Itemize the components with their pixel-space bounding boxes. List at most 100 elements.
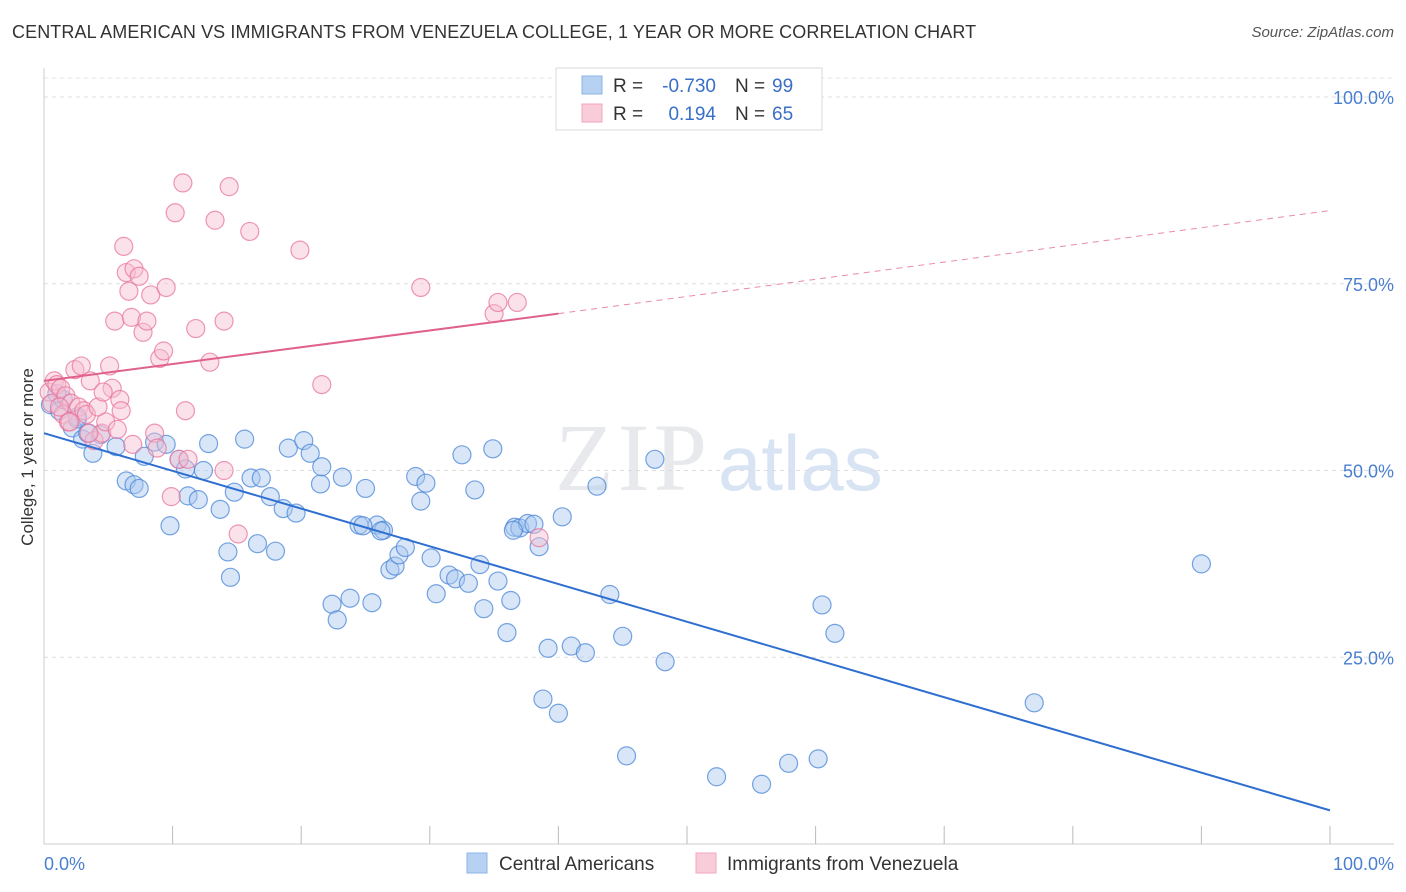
point-0-60 (458, 573, 478, 593)
point-0-74 (538, 638, 558, 658)
point-0-87 (778, 753, 799, 773)
point-0-90 (825, 623, 845, 643)
point-0-44 (355, 478, 376, 499)
point-0-41 (332, 467, 352, 487)
point-0-73 (533, 689, 553, 709)
point-0-18 (178, 486, 198, 506)
trendline-central-americans (43, 432, 1331, 812)
point-0-65 (488, 571, 508, 591)
point-1-57 (507, 292, 527, 313)
point-0-78 (575, 643, 596, 663)
point-1-11 (71, 356, 91, 376)
y-tick-label-50: 50.0% (1343, 462, 1394, 482)
point-0-79 (587, 476, 607, 496)
point-0-10 (124, 475, 144, 495)
point-0-88 (808, 749, 828, 769)
point-0-50 (389, 545, 409, 565)
series-points (39, 173, 1212, 794)
point-0-86 (751, 774, 772, 794)
point-1-42 (173, 173, 193, 193)
point-1-60 (60, 412, 80, 432)
point-0-75 (548, 703, 569, 723)
point-1-39 (161, 487, 181, 507)
point-1-25 (114, 236, 134, 256)
point-1-13 (76, 404, 97, 425)
point-1-54 (411, 277, 431, 298)
point-1-34 (144, 423, 165, 443)
point-0-31 (265, 541, 286, 561)
source-credit: Source: ZipAtlas.com (1251, 24, 1394, 41)
point-1-40 (165, 203, 185, 223)
y-tick-label-75: 75.0% (1343, 275, 1394, 295)
point-1-44 (178, 449, 198, 469)
point-0-26 (235, 429, 255, 449)
point-0-82 (616, 746, 637, 766)
point-0-84 (655, 652, 675, 672)
point-0-48 (380, 560, 400, 580)
point-1-21 (105, 311, 125, 331)
point-1-50 (228, 524, 248, 544)
legend-top: R = -0.730 N = 99 R = 0.194 N = 65 (555, 67, 823, 131)
y-tick-label-100: 100.0% (1333, 88, 1394, 108)
point-1-31 (133, 322, 153, 342)
point-0-66 (497, 622, 517, 643)
point-1-56 (488, 292, 508, 313)
point-0-91 (1024, 693, 1044, 713)
point-1-30 (129, 266, 149, 286)
point-0-36 (300, 443, 320, 463)
axes (43, 68, 1394, 845)
point-0-40 (327, 610, 347, 630)
point-0-56 (426, 584, 446, 604)
point-1-27 (119, 281, 139, 301)
point-0-24 (220, 567, 241, 587)
point-1-49 (219, 177, 239, 197)
legend-swatch-central (581, 75, 603, 95)
point-1-22 (107, 419, 127, 440)
point-0-37 (310, 474, 331, 494)
point-1-37 (153, 341, 174, 361)
trend-lines (43, 210, 1331, 812)
point-0-8 (106, 436, 126, 457)
point-1-38 (156, 277, 176, 298)
point-0-28 (247, 534, 268, 554)
point-0-19 (188, 490, 208, 510)
point-0-21 (199, 434, 219, 454)
point-0-81 (613, 626, 633, 646)
point-0-29 (251, 468, 271, 488)
point-0-25 (224, 482, 244, 502)
legend-n-label-2: N = (735, 104, 765, 125)
point-1-32 (137, 311, 157, 331)
point-0-42 (340, 588, 360, 608)
point-1-47 (205, 210, 225, 230)
point-0-61 (465, 480, 485, 500)
legend-r-label-1: R = (613, 76, 643, 97)
point-0-22 (210, 499, 230, 519)
point-0-27 (241, 468, 261, 488)
legend-r-value-1: -0.730 (662, 76, 716, 97)
legend-bottom-label-central: Central Americans (499, 854, 654, 875)
point-1-48 (214, 311, 234, 331)
legend-n-label-1: N = (735, 76, 765, 97)
point-0-85 (706, 767, 727, 787)
trendline-venezuela-extension (558, 210, 1331, 315)
series-venezuela (39, 173, 549, 548)
point-0-76 (552, 507, 572, 527)
point-0-58 (445, 569, 466, 589)
point-0-54 (416, 473, 436, 493)
point-0-53 (411, 491, 431, 511)
watermark-atlas: atlas (718, 419, 883, 507)
point-0-55 (421, 548, 441, 568)
point-1-18 (96, 412, 116, 432)
point-0-89 (812, 595, 832, 615)
point-0-38 (312, 457, 332, 477)
point-0-63 (474, 599, 494, 619)
legend-r-value-2: 0.194 (668, 104, 716, 125)
point-0-33 (278, 438, 298, 458)
legend-bottom-swatch-central (466, 852, 488, 874)
point-0-11 (129, 478, 149, 499)
point-1-19 (99, 356, 120, 376)
point-1-53 (312, 374, 332, 395)
watermark-zip: ZIP (555, 404, 711, 511)
trendline-venezuela (43, 312, 559, 382)
point-0-59 (452, 445, 472, 465)
